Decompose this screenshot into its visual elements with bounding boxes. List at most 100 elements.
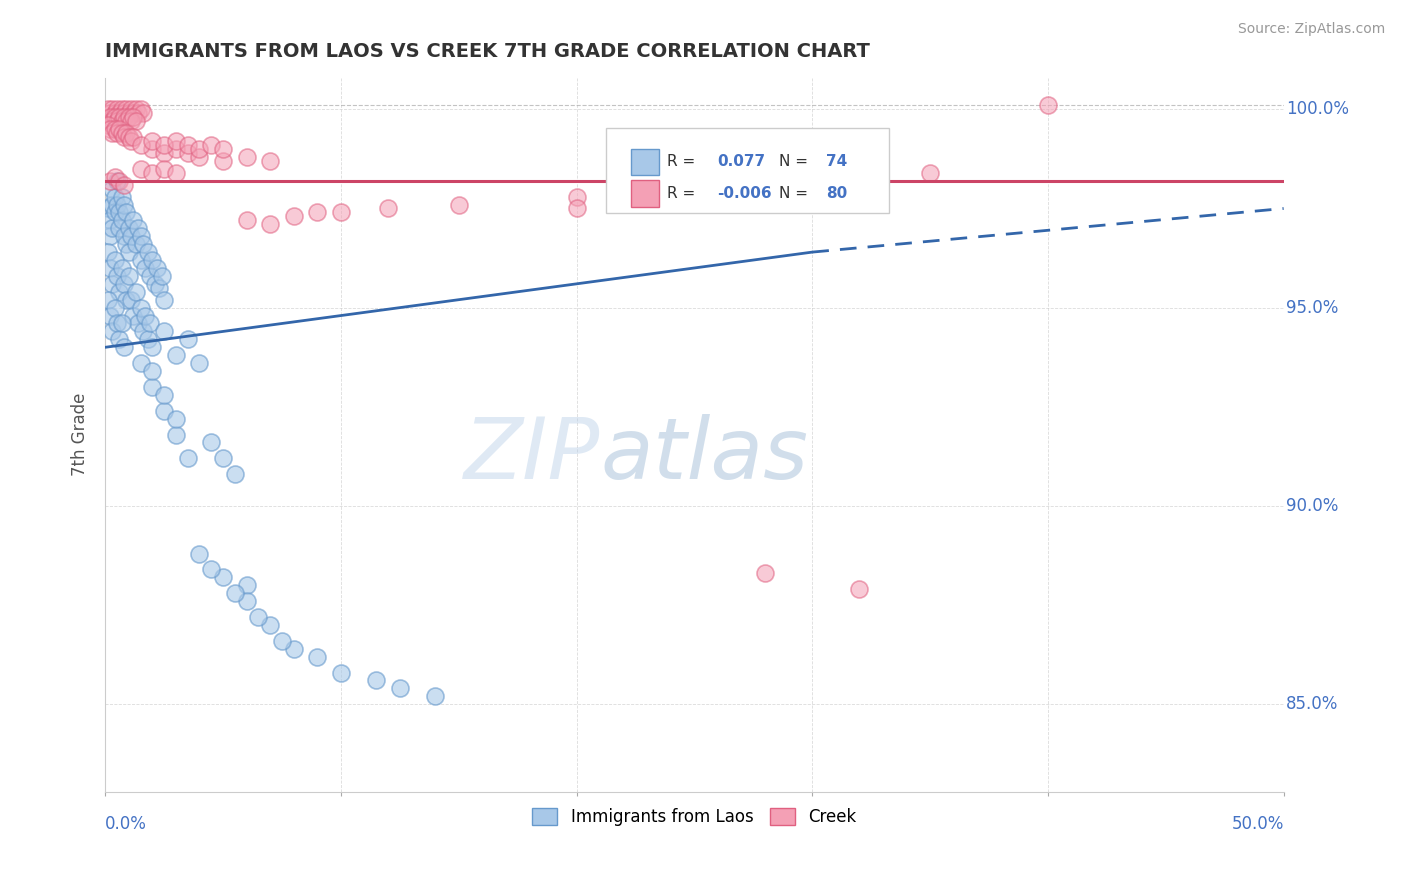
Point bbox=[115, 114, 138, 128]
Point bbox=[120, 293, 142, 307]
Point bbox=[111, 114, 134, 128]
Point bbox=[153, 138, 176, 153]
Point bbox=[754, 566, 776, 581]
Point bbox=[212, 142, 235, 156]
Point bbox=[108, 332, 131, 346]
Point bbox=[98, 106, 121, 120]
Point bbox=[259, 618, 281, 632]
FancyBboxPatch shape bbox=[631, 180, 659, 207]
Point bbox=[141, 364, 163, 378]
Point bbox=[104, 301, 127, 315]
Point bbox=[111, 126, 134, 140]
Point bbox=[235, 150, 257, 164]
Legend: Immigrants from Laos, Creek: Immigrants from Laos, Creek bbox=[526, 802, 863, 833]
Point bbox=[97, 293, 120, 307]
Point bbox=[122, 309, 145, 323]
Text: -0.006: -0.006 bbox=[717, 186, 772, 201]
Point bbox=[101, 103, 124, 117]
Point bbox=[150, 268, 173, 283]
Point bbox=[101, 277, 124, 291]
Point bbox=[388, 681, 411, 696]
Point bbox=[115, 237, 138, 252]
Point bbox=[108, 221, 131, 235]
Point bbox=[259, 218, 281, 232]
Point bbox=[105, 317, 128, 331]
Point bbox=[165, 348, 187, 362]
Point bbox=[112, 197, 135, 211]
Point bbox=[108, 174, 131, 188]
Point bbox=[848, 582, 870, 597]
Point bbox=[153, 145, 176, 160]
Point bbox=[165, 427, 187, 442]
Text: 0.0%: 0.0% bbox=[105, 815, 148, 833]
Point bbox=[98, 309, 121, 323]
Text: IMMIGRANTS FROM LAOS VS CREEK 7TH GRADE CORRELATION CHART: IMMIGRANTS FROM LAOS VS CREEK 7TH GRADE … bbox=[105, 42, 870, 61]
Point bbox=[366, 673, 388, 688]
Point bbox=[224, 467, 246, 482]
Point bbox=[118, 110, 141, 124]
Point bbox=[108, 122, 131, 136]
Point bbox=[801, 174, 824, 188]
Point bbox=[153, 388, 176, 402]
Text: ZIP: ZIP bbox=[464, 415, 600, 498]
Point bbox=[101, 114, 124, 128]
Point bbox=[920, 166, 942, 180]
Point bbox=[122, 110, 145, 124]
Point bbox=[425, 690, 447, 704]
FancyBboxPatch shape bbox=[631, 149, 659, 176]
Point bbox=[141, 134, 163, 148]
Point bbox=[125, 237, 148, 252]
Text: R =: R = bbox=[668, 186, 696, 201]
Point bbox=[101, 181, 124, 195]
Point bbox=[112, 229, 135, 244]
Point bbox=[129, 301, 152, 315]
Point bbox=[212, 451, 235, 466]
Text: atlas: atlas bbox=[600, 415, 808, 498]
Point bbox=[112, 110, 135, 124]
Point bbox=[177, 145, 200, 160]
Point bbox=[105, 174, 128, 188]
Point bbox=[104, 122, 127, 136]
Point bbox=[118, 106, 141, 120]
Point bbox=[200, 435, 222, 450]
Point bbox=[212, 570, 235, 584]
Point bbox=[129, 253, 152, 268]
Point bbox=[120, 114, 142, 128]
Point bbox=[247, 610, 270, 624]
Point bbox=[120, 134, 142, 148]
Text: 74: 74 bbox=[827, 154, 848, 169]
Text: Source: ZipAtlas.com: Source: ZipAtlas.com bbox=[1237, 22, 1385, 37]
Point bbox=[134, 260, 156, 275]
Point bbox=[165, 142, 187, 156]
Point bbox=[153, 403, 176, 417]
Point bbox=[122, 130, 145, 145]
Point bbox=[115, 126, 138, 140]
Point bbox=[153, 325, 176, 339]
Point bbox=[165, 166, 187, 180]
Point bbox=[235, 213, 257, 227]
Point bbox=[111, 189, 134, 203]
Text: N =: N = bbox=[779, 154, 808, 169]
Point bbox=[104, 205, 127, 219]
Point bbox=[101, 221, 124, 235]
Point bbox=[115, 205, 138, 219]
Point bbox=[125, 285, 148, 299]
Point bbox=[112, 340, 135, 354]
Point bbox=[118, 221, 141, 235]
Point bbox=[104, 253, 127, 268]
Point bbox=[98, 122, 121, 136]
Point bbox=[111, 213, 134, 227]
Point bbox=[139, 317, 162, 331]
Point bbox=[153, 293, 176, 307]
Point bbox=[120, 229, 142, 244]
Text: R =: R = bbox=[668, 154, 696, 169]
Text: 85.0%: 85.0% bbox=[1286, 695, 1339, 714]
Point bbox=[127, 221, 149, 235]
Point bbox=[129, 161, 152, 176]
Text: 0.077: 0.077 bbox=[717, 154, 765, 169]
Point bbox=[683, 161, 706, 176]
Point bbox=[125, 114, 148, 128]
Point bbox=[98, 213, 121, 227]
Point bbox=[108, 205, 131, 219]
Point bbox=[97, 103, 120, 117]
